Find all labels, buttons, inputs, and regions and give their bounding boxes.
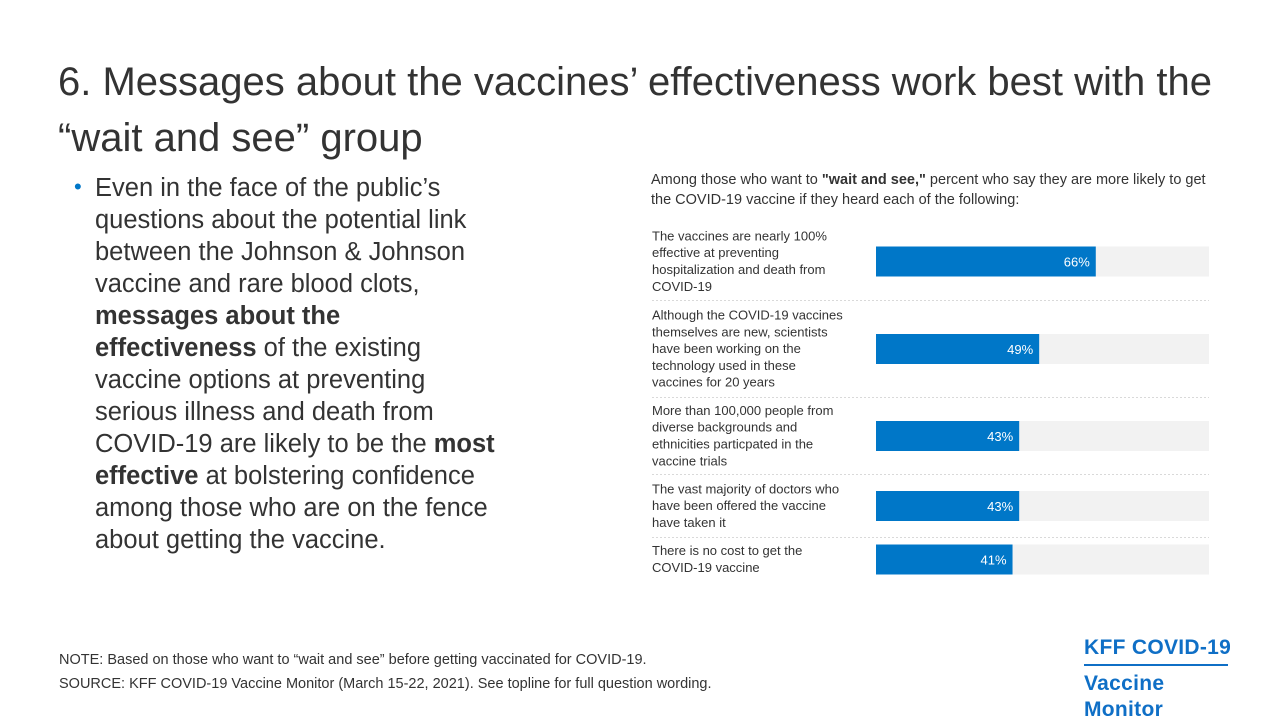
category-label: The vast majority of doctors who	[652, 481, 839, 496]
logo-line-1: KFF COVID-19	[1084, 636, 1232, 659]
category-label: vaccines for 20 years	[652, 375, 775, 390]
data-label: 49%	[1007, 342, 1033, 357]
category-label: hospitalization and death from	[652, 262, 825, 277]
category-label: themselves are new, scientists	[652, 324, 828, 339]
bar	[876, 246, 1096, 277]
page-title: 6. Messages about the vaccines’ effectiv…	[58, 60, 1212, 160]
bullet-text-part: Even in the face of the public’s questio…	[95, 174, 467, 298]
bar	[876, 544, 1013, 575]
chart-intro-emphasis: "wait and see,"	[821, 172, 926, 188]
bullet-text: Even in the face of the public’s questio…	[95, 172, 504, 556]
category-label: vaccine trials	[652, 453, 728, 468]
category-label: Although the COVID-19 vaccines	[652, 308, 843, 323]
bullet-icon: •	[74, 174, 82, 199]
bar	[876, 421, 1020, 451]
bullet-text-emphasis: messages about the effectiveness	[95, 302, 341, 362]
category-label: have been working on the	[652, 341, 801, 356]
category-label: The vaccines are nearly 100%	[652, 228, 827, 243]
footnote-note: NOTE: Based on those who want to “wait a…	[59, 652, 647, 668]
kff-logo: KFF COVID-19 Vaccine Monitor	[1084, 634, 1248, 723]
data-label: 43%	[987, 499, 1013, 514]
logo-line-2: Vaccine Monitor	[1084, 672, 1165, 721]
logo-rule	[1084, 664, 1228, 666]
chart-intro-post: percent who say they are more likely to …	[651, 172, 1206, 208]
data-label: 66%	[1064, 255, 1090, 270]
bar	[876, 334, 1040, 364]
category-label: effective at preventing	[652, 245, 779, 260]
chart-intro-pre: Among those who want to	[651, 172, 822, 188]
category-label: There is no cost to get the	[652, 543, 802, 558]
data-label: 41%	[980, 553, 1006, 568]
category-label: have been offered the vaccine	[652, 498, 826, 513]
category-label: technology used in these	[652, 358, 796, 373]
bullet-point: • Even in the face of the public’s quest…	[74, 172, 504, 556]
bullet-text-part: at bolstering confidence among those who…	[95, 462, 488, 554]
category-label: More than 100,000 people from	[652, 403, 833, 418]
chart-intro: Among those who want to "wait and see," …	[651, 170, 1221, 210]
bar	[876, 491, 1020, 521]
category-label: have taken it	[652, 515, 726, 530]
category-label: diverse backgrounds and	[652, 420, 797, 435]
bullet-text-part: of the existing vaccine options at preve…	[95, 334, 434, 458]
data-label: 43%	[987, 429, 1013, 444]
footnote-source: SOURCE: KFF COVID-19 Vaccine Monitor (Ma…	[59, 676, 712, 692]
category-label: COVID-19	[652, 279, 712, 294]
bullet-text-emphasis: most effective	[95, 430, 495, 490]
category-label: ethnicities particpated in the	[652, 437, 813, 452]
category-label: COVID-19 vaccine	[652, 560, 760, 575]
